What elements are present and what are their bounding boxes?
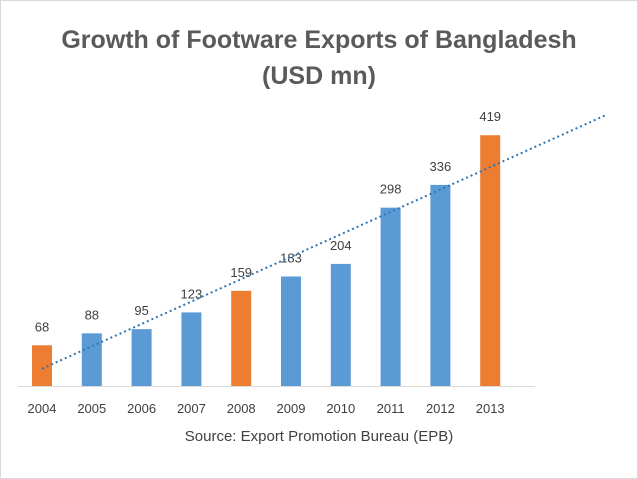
data-label-2005: 88 xyxy=(85,307,99,322)
x-tick-label-2006: 2006 xyxy=(127,401,156,416)
x-tick-label-2010: 2010 xyxy=(326,401,355,416)
trendline xyxy=(41,114,606,370)
data-label-2006: 95 xyxy=(134,303,148,318)
chart-subtitle: (USD mn) xyxy=(262,62,376,90)
bar-2007 xyxy=(181,312,202,386)
bar-2005 xyxy=(81,333,102,386)
data-label-2012: 336 xyxy=(430,159,452,174)
x-tick-label-2005: 2005 xyxy=(77,401,106,416)
data-label-2009: 183 xyxy=(280,250,302,265)
bar-2008 xyxy=(231,290,252,386)
data-label-2011: 298 xyxy=(380,182,402,197)
bar-2012 xyxy=(430,184,451,386)
chart-title: Growth of Footware Exports of Bangladesh xyxy=(61,26,577,54)
chart-title-block: Growth of Footware Exports of Bangladesh… xyxy=(0,22,638,94)
bar-2004 xyxy=(32,345,52,386)
data-label-2007: 123 xyxy=(181,286,203,301)
x-tick-label-2007: 2007 xyxy=(177,401,206,416)
x-tick-label-2013: 2013 xyxy=(476,401,505,416)
data-label-2008: 159 xyxy=(230,265,252,280)
data-label-2013: 419 xyxy=(479,109,501,124)
x-tick-label-2008: 2008 xyxy=(227,401,256,416)
data-label-2004: 68 xyxy=(35,319,49,334)
source-note: Source: Export Promotion Bureau (EPB) xyxy=(184,428,454,445)
data-label-2010: 204 xyxy=(330,238,352,253)
bar-2013 xyxy=(480,135,501,386)
bar-2006 xyxy=(131,329,152,386)
x-tick-label-2009: 2009 xyxy=(277,401,306,416)
bar-2009 xyxy=(281,276,301,386)
x-tick-label-2004: 2004 xyxy=(28,401,57,416)
bar-2010 xyxy=(330,263,351,386)
x-tick-label-2012: 2012 xyxy=(426,401,455,416)
bar-2011 xyxy=(380,207,401,386)
x-tick-label-2011: 2011 xyxy=(377,401,405,416)
